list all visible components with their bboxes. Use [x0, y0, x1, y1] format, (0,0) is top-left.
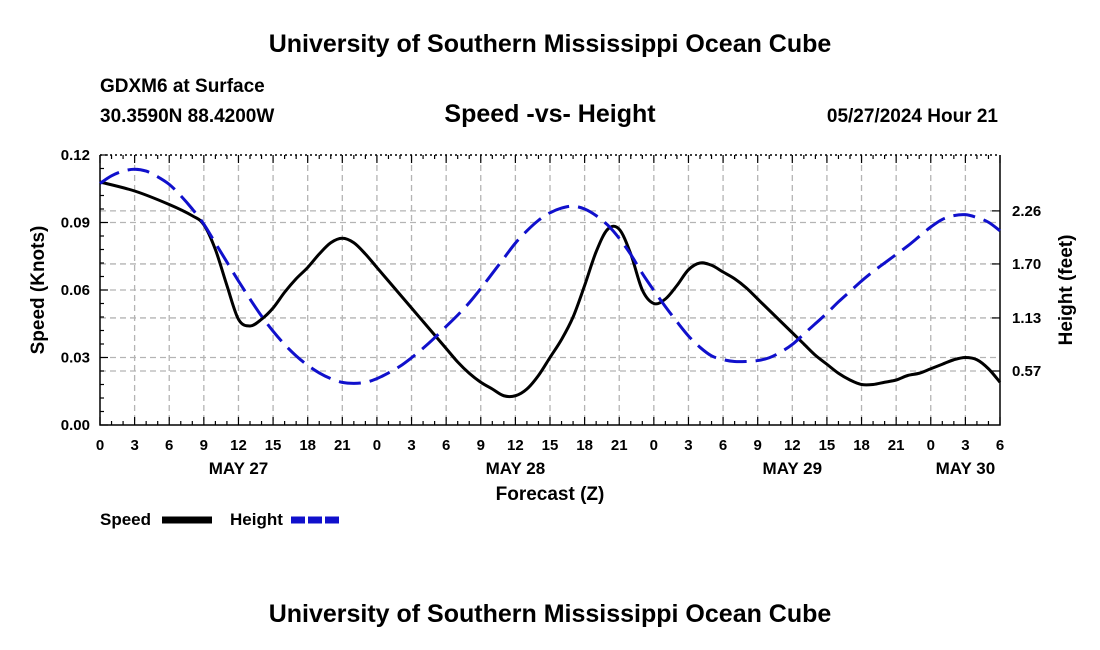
forecast-datetime: 05/27/2024 Hour 21	[826, 106, 998, 127]
x-tick-label: 18	[853, 437, 870, 454]
y-axis-title: Speed (Knots)	[28, 226, 49, 355]
y-tick-label: 0.06	[61, 282, 90, 299]
height-series-line	[99, 167, 1001, 385]
x-tick-label: 9	[200, 437, 208, 454]
y2-axis-title: Height (feet)	[1056, 235, 1077, 346]
y-tick-label: 0.09	[61, 215, 90, 232]
x-tick-label: 15	[542, 437, 559, 454]
y2-tick-label: 0.57	[1012, 363, 1041, 380]
y-tick-label: 0.03	[61, 350, 90, 367]
x-tick-label: 0	[650, 437, 658, 454]
x-tick-label: 21	[334, 437, 351, 454]
legend-height-label: Height	[230, 510, 283, 529]
x-tick-label: 6	[165, 437, 173, 454]
x-tick-label: 6	[996, 437, 1004, 454]
x-tick-label: 21	[888, 437, 905, 454]
x-tick-label: 15	[819, 437, 836, 454]
x-tick-label: 18	[299, 437, 316, 454]
coordinates-label: 30.3590N 88.4200W	[100, 106, 275, 127]
date-label: MAY 30	[936, 459, 996, 478]
x-tick-label: 0	[927, 437, 935, 454]
legend-speed-label: Speed	[100, 510, 151, 529]
plot-frame	[99, 155, 1001, 426]
x-tick-label: 0	[373, 437, 381, 454]
date-label: MAY 28	[486, 459, 546, 478]
speed-series-line	[99, 180, 1002, 399]
station-label: GDXM6 at Surface	[100, 76, 265, 97]
x-tick-label: 0	[96, 437, 104, 454]
x-tick-label: 12	[230, 437, 247, 454]
x-tick-label: 3	[407, 437, 415, 454]
x-axis-title: Forecast (Z)	[496, 484, 605, 505]
x-tick-label: 9	[477, 437, 485, 454]
legend: Speed Height	[100, 510, 342, 529]
axis-layer	[99, 154, 1001, 426]
x-tick-label: 12	[507, 437, 524, 454]
page-title-top: University of Southern Mississippi Ocean…	[268, 30, 832, 58]
chart-subtitle: Speed -vs- Height	[444, 100, 656, 128]
x-tick-label: 3	[684, 437, 692, 454]
x-tick-label: 3	[961, 437, 969, 454]
x-tick-label: 12	[784, 437, 801, 454]
x-tick-label: 6	[719, 437, 727, 454]
x-tick-label: 6	[442, 437, 450, 454]
x-tick-label: 3	[130, 437, 138, 454]
x-tick-label: 18	[576, 437, 593, 454]
date-label: MAY 27	[209, 459, 269, 478]
y-tick-label: 0.00	[61, 417, 90, 434]
y2-tick-label: 2.26	[1012, 203, 1041, 220]
x-tick-label: 15	[265, 437, 282, 454]
x-tick-label: 9	[754, 437, 762, 454]
x-tick-label: 21	[611, 437, 628, 454]
y2-tick-label: 1.70	[1012, 256, 1041, 273]
label-layer: 0 3 6 9 12 15 18 21 0 3 6 9 12 15 18 21 0 3 6 9 12 15 18 21 0 3 6 0…	[28, 147, 1077, 505]
date-label: MAY 29	[763, 459, 823, 478]
page-title-bottom: University of Southern Mississippi Ocean…	[268, 600, 832, 628]
y-tick-label: 0.12	[61, 147, 90, 164]
y2-tick-label: 1.13	[1012, 310, 1041, 327]
